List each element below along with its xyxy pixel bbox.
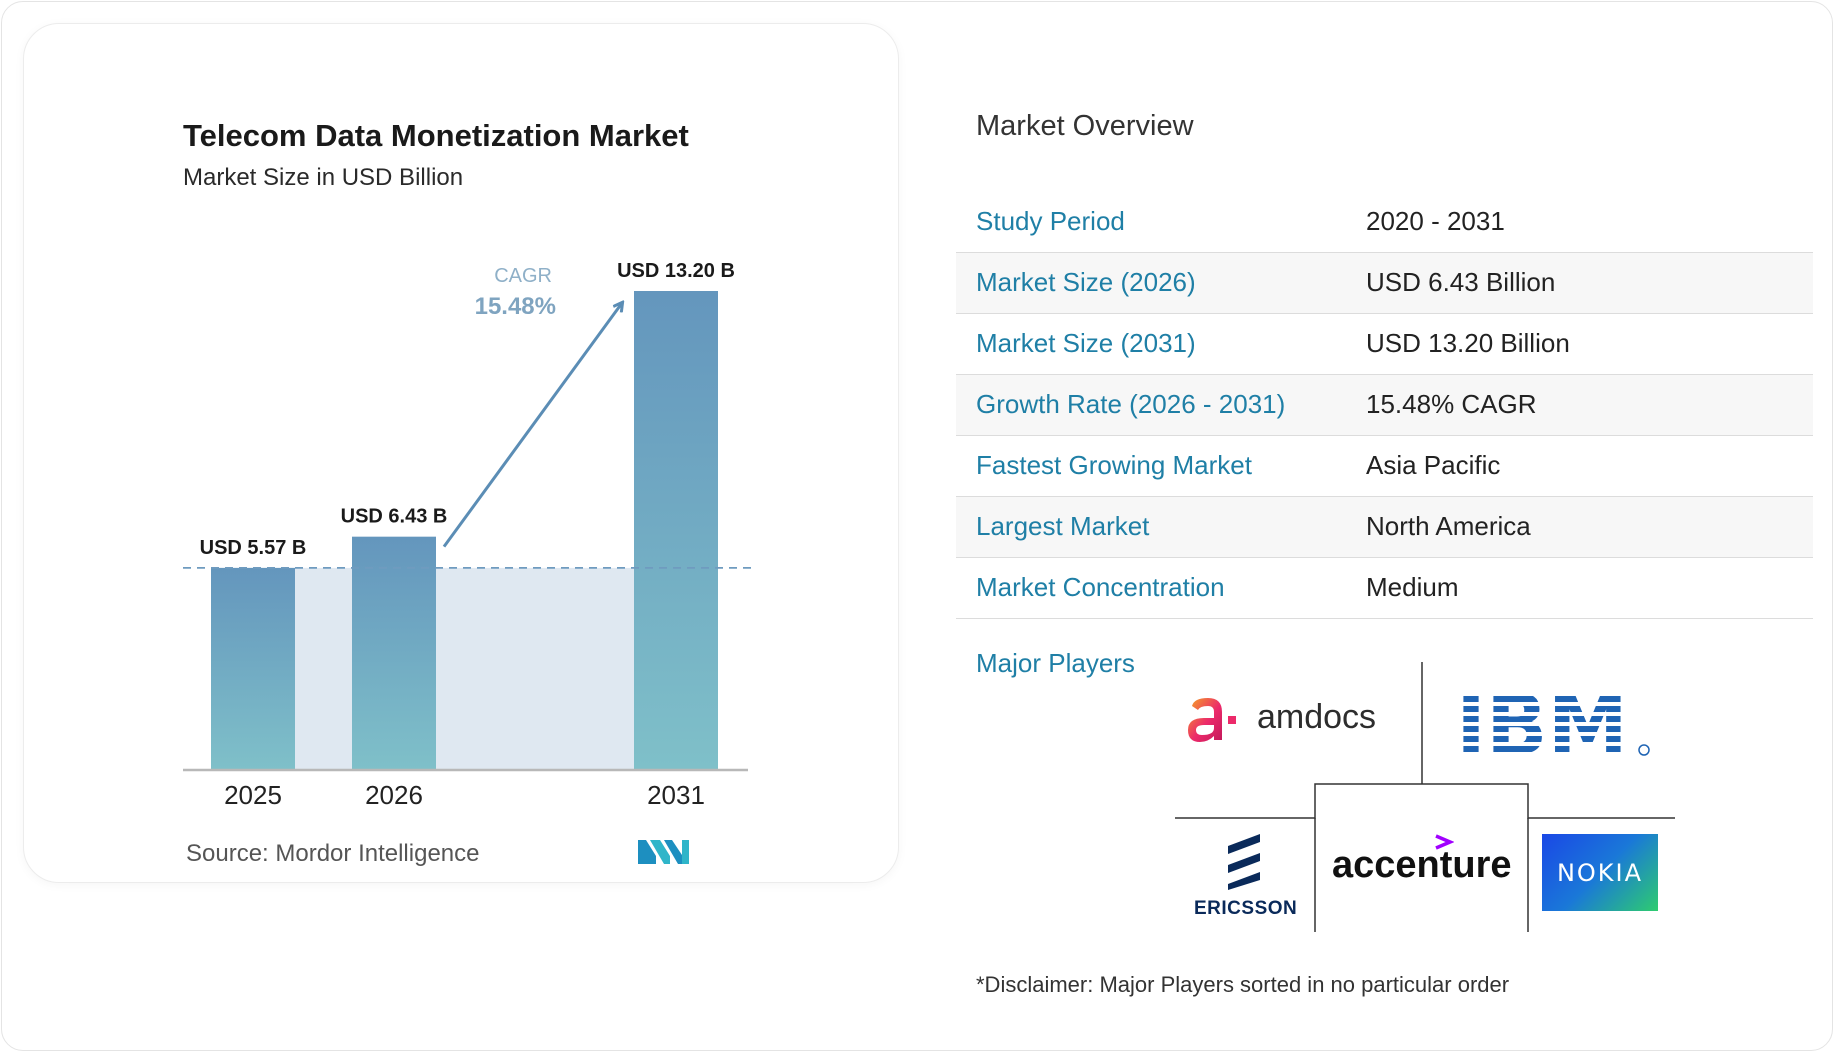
overview-row: Market Size (2026) USD 6.43 Billion xyxy=(956,253,1813,314)
overview-row: Growth Rate (2026 - 2031) 15.48% CAGR xyxy=(956,375,1813,436)
cagr-value: 15.48% xyxy=(475,293,556,320)
ibm-logo-text: IBM xyxy=(1458,686,1628,758)
x-tick-label: 2025 xyxy=(224,780,282,810)
disclaimer: *Disclaimer: Major Players sorted in no … xyxy=(976,972,1510,997)
cagr-arrow xyxy=(442,303,622,548)
overview-value: Medium xyxy=(1366,572,1459,602)
overview-label: Market Size (2026) xyxy=(976,267,1196,297)
overview-table: Study Period 2020 - 2031 Market Size (20… xyxy=(956,192,1813,619)
amdocs-logo-text: amdocs xyxy=(1257,698,1377,736)
accenture-chevron-icon xyxy=(1435,834,1454,850)
ericsson-logo-mark xyxy=(1228,834,1260,890)
overview-row: Fastest Growing Market Asia Pacific xyxy=(956,436,1813,497)
overview-label: Fastest Growing Market xyxy=(976,450,1252,480)
major-players-label: Major Players xyxy=(976,648,1135,678)
source-text: Source: Mordor Intelligence xyxy=(186,840,480,867)
overview-value: USD 6.43 Billion xyxy=(1366,267,1556,297)
players-grid xyxy=(1175,662,1675,932)
bar-2025 xyxy=(211,567,295,770)
overview-title: Market Overview xyxy=(976,110,1194,142)
overview-value: North America xyxy=(1366,511,1531,541)
x-tick-label: 2031 xyxy=(647,780,705,810)
chart-subtitle: Market Size in USD Billion xyxy=(183,164,464,191)
overview-label: Market Concentration xyxy=(976,572,1225,602)
overview-value: USD 13.20 Billion xyxy=(1366,328,1570,358)
cagr-label: CAGR xyxy=(494,265,552,287)
overview-value: 15.48% CAGR xyxy=(1366,389,1537,419)
overview-row: Market Concentration Medium xyxy=(956,558,1813,619)
overview-value: Asia Pacific xyxy=(1366,450,1501,480)
overview-value: 2020 - 2031 xyxy=(1366,206,1505,236)
value-label: USD 5.57 B xyxy=(200,537,307,559)
x-tick-label: 2026 xyxy=(365,780,423,810)
overview-row: Study Period 2020 - 2031 xyxy=(956,192,1813,253)
bar-chart: 2025 2026 2031 USD 5.57 B USD 6.43 B USD 13.2… xyxy=(183,260,752,810)
overview-label: Growth Rate (2026 - 2031) xyxy=(976,389,1286,419)
nokia-logo-text: NOKIA xyxy=(1556,858,1644,887)
amdocs-logo-mark xyxy=(1188,698,1236,742)
overview-label: Study Period xyxy=(976,206,1125,236)
value-label: USD 13.20 B xyxy=(617,260,735,282)
nokia-logo: NOKIA xyxy=(1542,834,1658,911)
mordor-intelligence-logo xyxy=(638,840,689,864)
baseline-shade xyxy=(295,567,634,770)
overview-label: Market Size (2031) xyxy=(976,328,1196,358)
bar-2026 xyxy=(352,536,436,770)
ericsson-logo-text: ERICSSON xyxy=(1194,898,1298,919)
overview-row: Market Size (2031) USD 13.20 Billion xyxy=(956,314,1813,375)
bar-2031 xyxy=(634,291,718,770)
accenture-logo-text: accenture xyxy=(1332,844,1512,886)
overview-row: Largest Market North America xyxy=(956,497,1813,558)
chart-title: Telecom Data Monetization Market xyxy=(183,118,689,153)
ibm-logo: IBM xyxy=(1458,686,1650,758)
value-label: USD 6.43 B xyxy=(341,506,448,528)
overview-label: Largest Market xyxy=(976,511,1150,541)
